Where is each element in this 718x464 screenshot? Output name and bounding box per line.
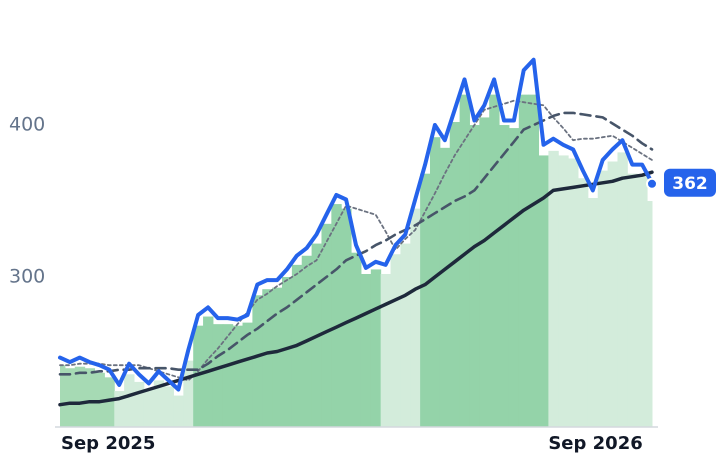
area-bar bbox=[548, 150, 559, 428]
area-bar bbox=[64, 368, 76, 428]
area-bar bbox=[193, 325, 204, 428]
area-bar bbox=[360, 273, 372, 428]
area-bar bbox=[143, 389, 155, 428]
area-bar bbox=[173, 395, 184, 428]
area-bar bbox=[341, 208, 352, 428]
area-bar bbox=[479, 117, 490, 428]
area-bar bbox=[637, 175, 648, 428]
area-bar bbox=[528, 94, 540, 428]
area-bar bbox=[627, 173, 638, 428]
x-tick-label: Sep 2026 bbox=[548, 433, 642, 454]
area-bar bbox=[647, 201, 653, 428]
area-bar bbox=[380, 273, 392, 428]
area-bar bbox=[60, 365, 66, 428]
area-bar bbox=[183, 360, 194, 428]
area-bar bbox=[232, 325, 244, 428]
area-bar bbox=[420, 173, 431, 428]
area-bar bbox=[578, 178, 589, 428]
area-bar bbox=[390, 254, 401, 428]
last-point bbox=[646, 177, 658, 190]
area-bar bbox=[124, 374, 135, 428]
area-bar bbox=[617, 152, 628, 428]
x-tick-label: Sep 2025 bbox=[61, 433, 155, 454]
area-bar bbox=[439, 147, 451, 428]
area-bar bbox=[84, 368, 96, 428]
area-bar bbox=[272, 287, 283, 428]
price-badge bbox=[664, 168, 716, 197]
area-bar bbox=[74, 366, 86, 428]
area-bar bbox=[153, 380, 165, 428]
y-tick-label: 300 bbox=[9, 266, 45, 288]
area-bar bbox=[489, 94, 500, 428]
line-series bbox=[58, 170, 654, 407]
area-bar bbox=[400, 243, 411, 428]
area-bar bbox=[321, 223, 332, 428]
area-bar bbox=[242, 322, 253, 428]
area-bar bbox=[518, 94, 530, 428]
area-bar bbox=[222, 324, 234, 428]
area-bar bbox=[459, 94, 470, 428]
price-badge-label: 362 bbox=[672, 174, 708, 194]
area-bar bbox=[449, 121, 461, 428]
area-bar bbox=[558, 155, 569, 428]
area-bar bbox=[114, 391, 125, 428]
line-series bbox=[58, 111, 654, 376]
area-bar bbox=[163, 386, 174, 428]
area-bar bbox=[134, 381, 145, 428]
area-bar bbox=[282, 277, 293, 428]
area-bar bbox=[607, 161, 618, 428]
area-bar bbox=[252, 295, 263, 428]
area-bar bbox=[370, 269, 382, 428]
area-bar bbox=[212, 324, 224, 428]
area-bar bbox=[469, 125, 480, 428]
area-bar bbox=[499, 125, 510, 428]
area-bar bbox=[568, 158, 579, 428]
area-bar bbox=[410, 208, 421, 428]
area-bar bbox=[331, 204, 342, 428]
area-bar bbox=[430, 137, 441, 428]
area-bar bbox=[587, 197, 599, 428]
area-bar bbox=[597, 170, 609, 428]
area-bar bbox=[538, 155, 549, 428]
area-bar bbox=[351, 252, 362, 428]
area-bar bbox=[262, 289, 273, 428]
area-bar bbox=[508, 128, 520, 428]
area-bar bbox=[104, 377, 115, 428]
y-tick-label: 400 bbox=[9, 114, 45, 136]
line-series bbox=[58, 57, 654, 392]
